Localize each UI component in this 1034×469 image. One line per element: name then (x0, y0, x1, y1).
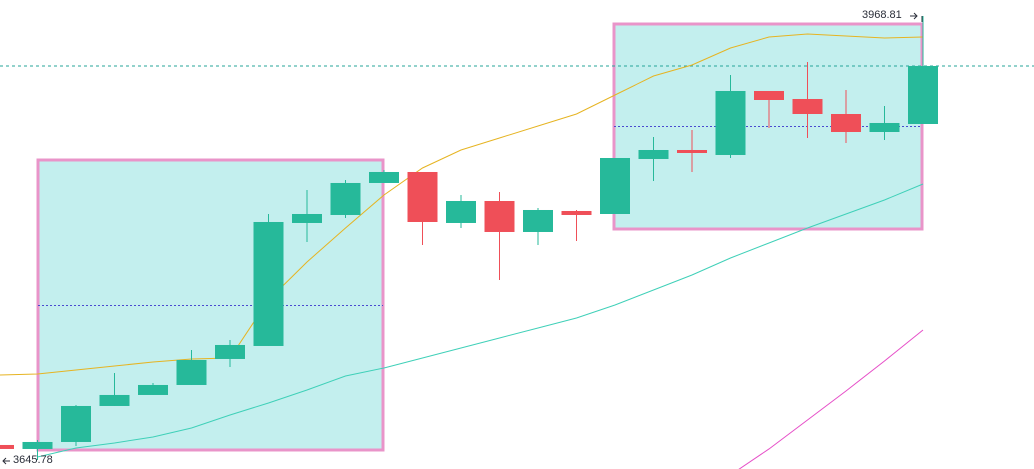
high-label: 3968.81 (862, 9, 902, 21)
candle-body (99, 394, 130, 406)
candle-body (407, 171, 438, 222)
candle-body (600, 157, 630, 214)
highlight-boxes (36, 22, 924, 452)
candle-body (330, 182, 361, 215)
candle-body (831, 114, 861, 132)
candle-body (754, 90, 784, 100)
candle-body (792, 98, 823, 115)
candle-body (561, 210, 592, 215)
candle-body (215, 344, 245, 359)
candle-body (176, 359, 207, 385)
candle-body (908, 66, 938, 124)
low-label: 3645.78 (13, 454, 53, 466)
high-arrow (910, 12, 923, 22)
indicator-line (738, 329, 924, 469)
candle-body (138, 384, 168, 395)
candle-body (484, 200, 515, 232)
candle-body (292, 213, 322, 223)
candle-body (369, 171, 399, 183)
indicator-line (0, 33, 924, 376)
candle-body (253, 221, 284, 346)
candle-body (677, 149, 707, 153)
candle-body (0, 444, 14, 449)
indicator-line (37, 183, 924, 458)
candle-body (715, 90, 746, 155)
candle-body (523, 209, 553, 232)
candle-body (869, 122, 900, 132)
candle-body (638, 149, 669, 159)
candle-body (22, 441, 53, 449)
candle-body (61, 405, 91, 442)
candle-body (446, 200, 476, 223)
low-arrow (2, 457, 10, 465)
